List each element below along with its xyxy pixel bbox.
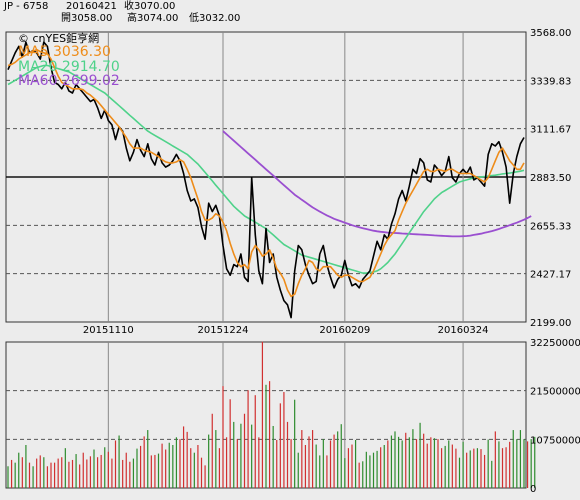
- date-tick-label: 20160324: [438, 325, 489, 336]
- volume-tick-label: 32250000: [530, 338, 580, 349]
- date-tick-label: 20151110: [83, 325, 134, 336]
- price-axis: 3568.00 3339.83 3111.67 2883.50 2655.33 2427.…: [530, 28, 571, 329]
- volume-axis: 32250000 21500000 10750000 0: [530, 338, 580, 495]
- source-watermark: © cnYES鉅亨網: [18, 32, 100, 45]
- chart-legend: © cnYES鉅亨網 MA5 3036.30 MA20 2914.70 MA60…: [18, 32, 120, 89]
- price-tick-label: 2655.33: [530, 221, 571, 232]
- price-tick-label: 2199.00: [530, 318, 571, 329]
- series-line-ma5: [7, 48, 525, 298]
- price-tick-label: 3339.83: [530, 76, 571, 87]
- date-label: 20160421: [66, 1, 117, 12]
- legend-ma60: MA60 2699.02: [18, 73, 120, 89]
- close-label: 收3070.00: [124, 1, 176, 12]
- volume-bars: [7, 341, 536, 488]
- high-label: 高3074.00: [127, 13, 179, 24]
- price-series: [7, 41, 532, 319]
- volume-tick-label: 21500000: [530, 387, 580, 398]
- low-label: 低3032.00: [189, 13, 241, 24]
- series-line-ma60: [222, 130, 532, 238]
- date-tick-label: 20160209: [319, 325, 370, 336]
- volume-tick-label: 0: [530, 484, 536, 495]
- price-tick-label: 3111.67: [530, 125, 571, 136]
- price-tick-label: 3568.00: [530, 28, 571, 39]
- symbol-label: JP - 6758: [4, 1, 49, 12]
- date-axis: 20151110 20151224 20160209 20160324: [83, 325, 489, 336]
- legend-ma5: MA5 3036.30: [18, 44, 111, 60]
- price-tick-label: 2883.50: [530, 173, 571, 184]
- open-label: 開3058.00: [61, 13, 113, 24]
- price-tick-label: 2427.17: [530, 270, 571, 281]
- legend-ma20: MA20 2914.70: [18, 58, 120, 75]
- date-tick-label: 20151224: [198, 325, 249, 336]
- volume-tick-label: 10750000: [530, 435, 580, 446]
